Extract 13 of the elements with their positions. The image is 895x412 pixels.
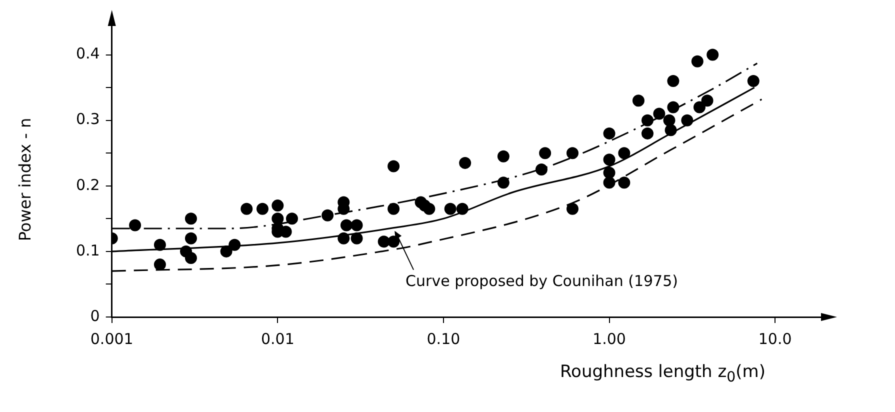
y-tick-label: 0 [90,306,100,325]
y-tick-label: 0.1 [76,241,100,260]
y-tick-label: 0.4 [76,44,100,63]
x-tick-label: 1.00 [592,330,626,348]
x-tick-label: 0.001 [90,330,134,348]
x-axis-title: Roughness length z$_{0}$(m) [560,362,766,386]
y-tick-label: 0.2 [76,176,100,194]
y-axis-title: Power index - n [16,116,34,244]
y-tick-label: 0.3 [76,110,100,128]
x-tick-label: 0.01 [260,330,294,348]
x-tick-label: 10.0 [758,330,792,348]
x-tick-label: 0.10 [426,330,460,348]
annotation: Curve proposed by Counihan (1975) [406,272,678,290]
